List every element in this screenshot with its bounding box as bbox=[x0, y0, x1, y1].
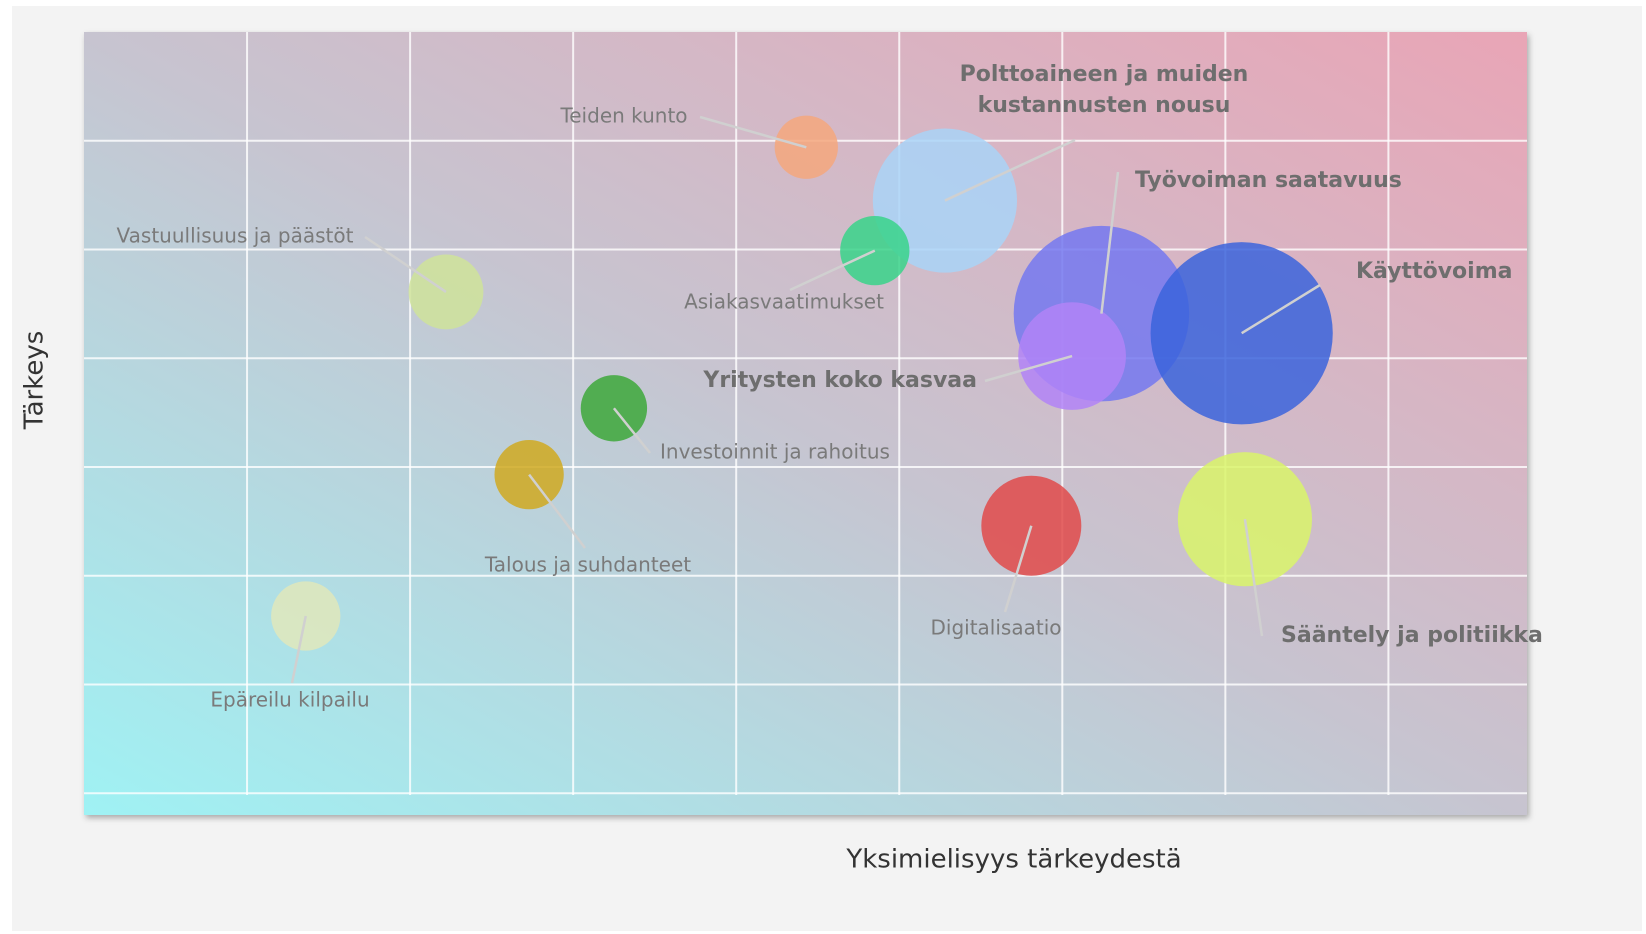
leader-line bbox=[789, 249, 876, 292]
bubble-label: Talous ja suhdanteet bbox=[484, 553, 691, 577]
bubble-label: Käyttövoima bbox=[1356, 259, 1512, 284]
leader-line bbox=[364, 235, 447, 293]
leader-line bbox=[1241, 283, 1321, 335]
bubble-label: Vastuullisuus ja päästöt bbox=[117, 224, 354, 248]
bubble-label: Asiakasvaatimukset bbox=[684, 290, 884, 314]
bubble-label: Sääntely ja politiikka bbox=[1281, 623, 1543, 648]
bubble-label: Työvoiman saatavuus bbox=[1135, 168, 1402, 193]
bubble-label: Yritysten koko kasvaa bbox=[702, 368, 977, 393]
x-axis-title: Yksimielisyys tärkeydestä bbox=[845, 845, 1181, 875]
leader-line bbox=[984, 354, 1073, 383]
leader-line bbox=[528, 473, 586, 549]
leader-line bbox=[612, 407, 651, 454]
leader-line bbox=[1100, 171, 1120, 314]
bubble-label: Teiden kunto bbox=[559, 104, 687, 128]
leader-line bbox=[1243, 519, 1264, 637]
leader-line bbox=[699, 115, 807, 149]
bubble bbox=[580, 375, 648, 442]
bubble-label: kustannusten nousu bbox=[978, 93, 1231, 118]
bubble bbox=[1150, 242, 1333, 425]
bubble bbox=[408, 254, 484, 330]
bubble-label: Epäreilu kilpailu bbox=[210, 688, 369, 712]
leader-line bbox=[290, 615, 307, 684]
y-axis-title: Tärkeys bbox=[20, 331, 50, 431]
bubble-label: Investoinnit ja rahoitus bbox=[660, 440, 890, 464]
leader-line bbox=[1003, 525, 1033, 613]
leader-line bbox=[944, 138, 1076, 202]
bubble-label: Digitalisaatio bbox=[931, 616, 1062, 640]
bubble-label: Polttoaineen ja muiden bbox=[960, 62, 1249, 87]
